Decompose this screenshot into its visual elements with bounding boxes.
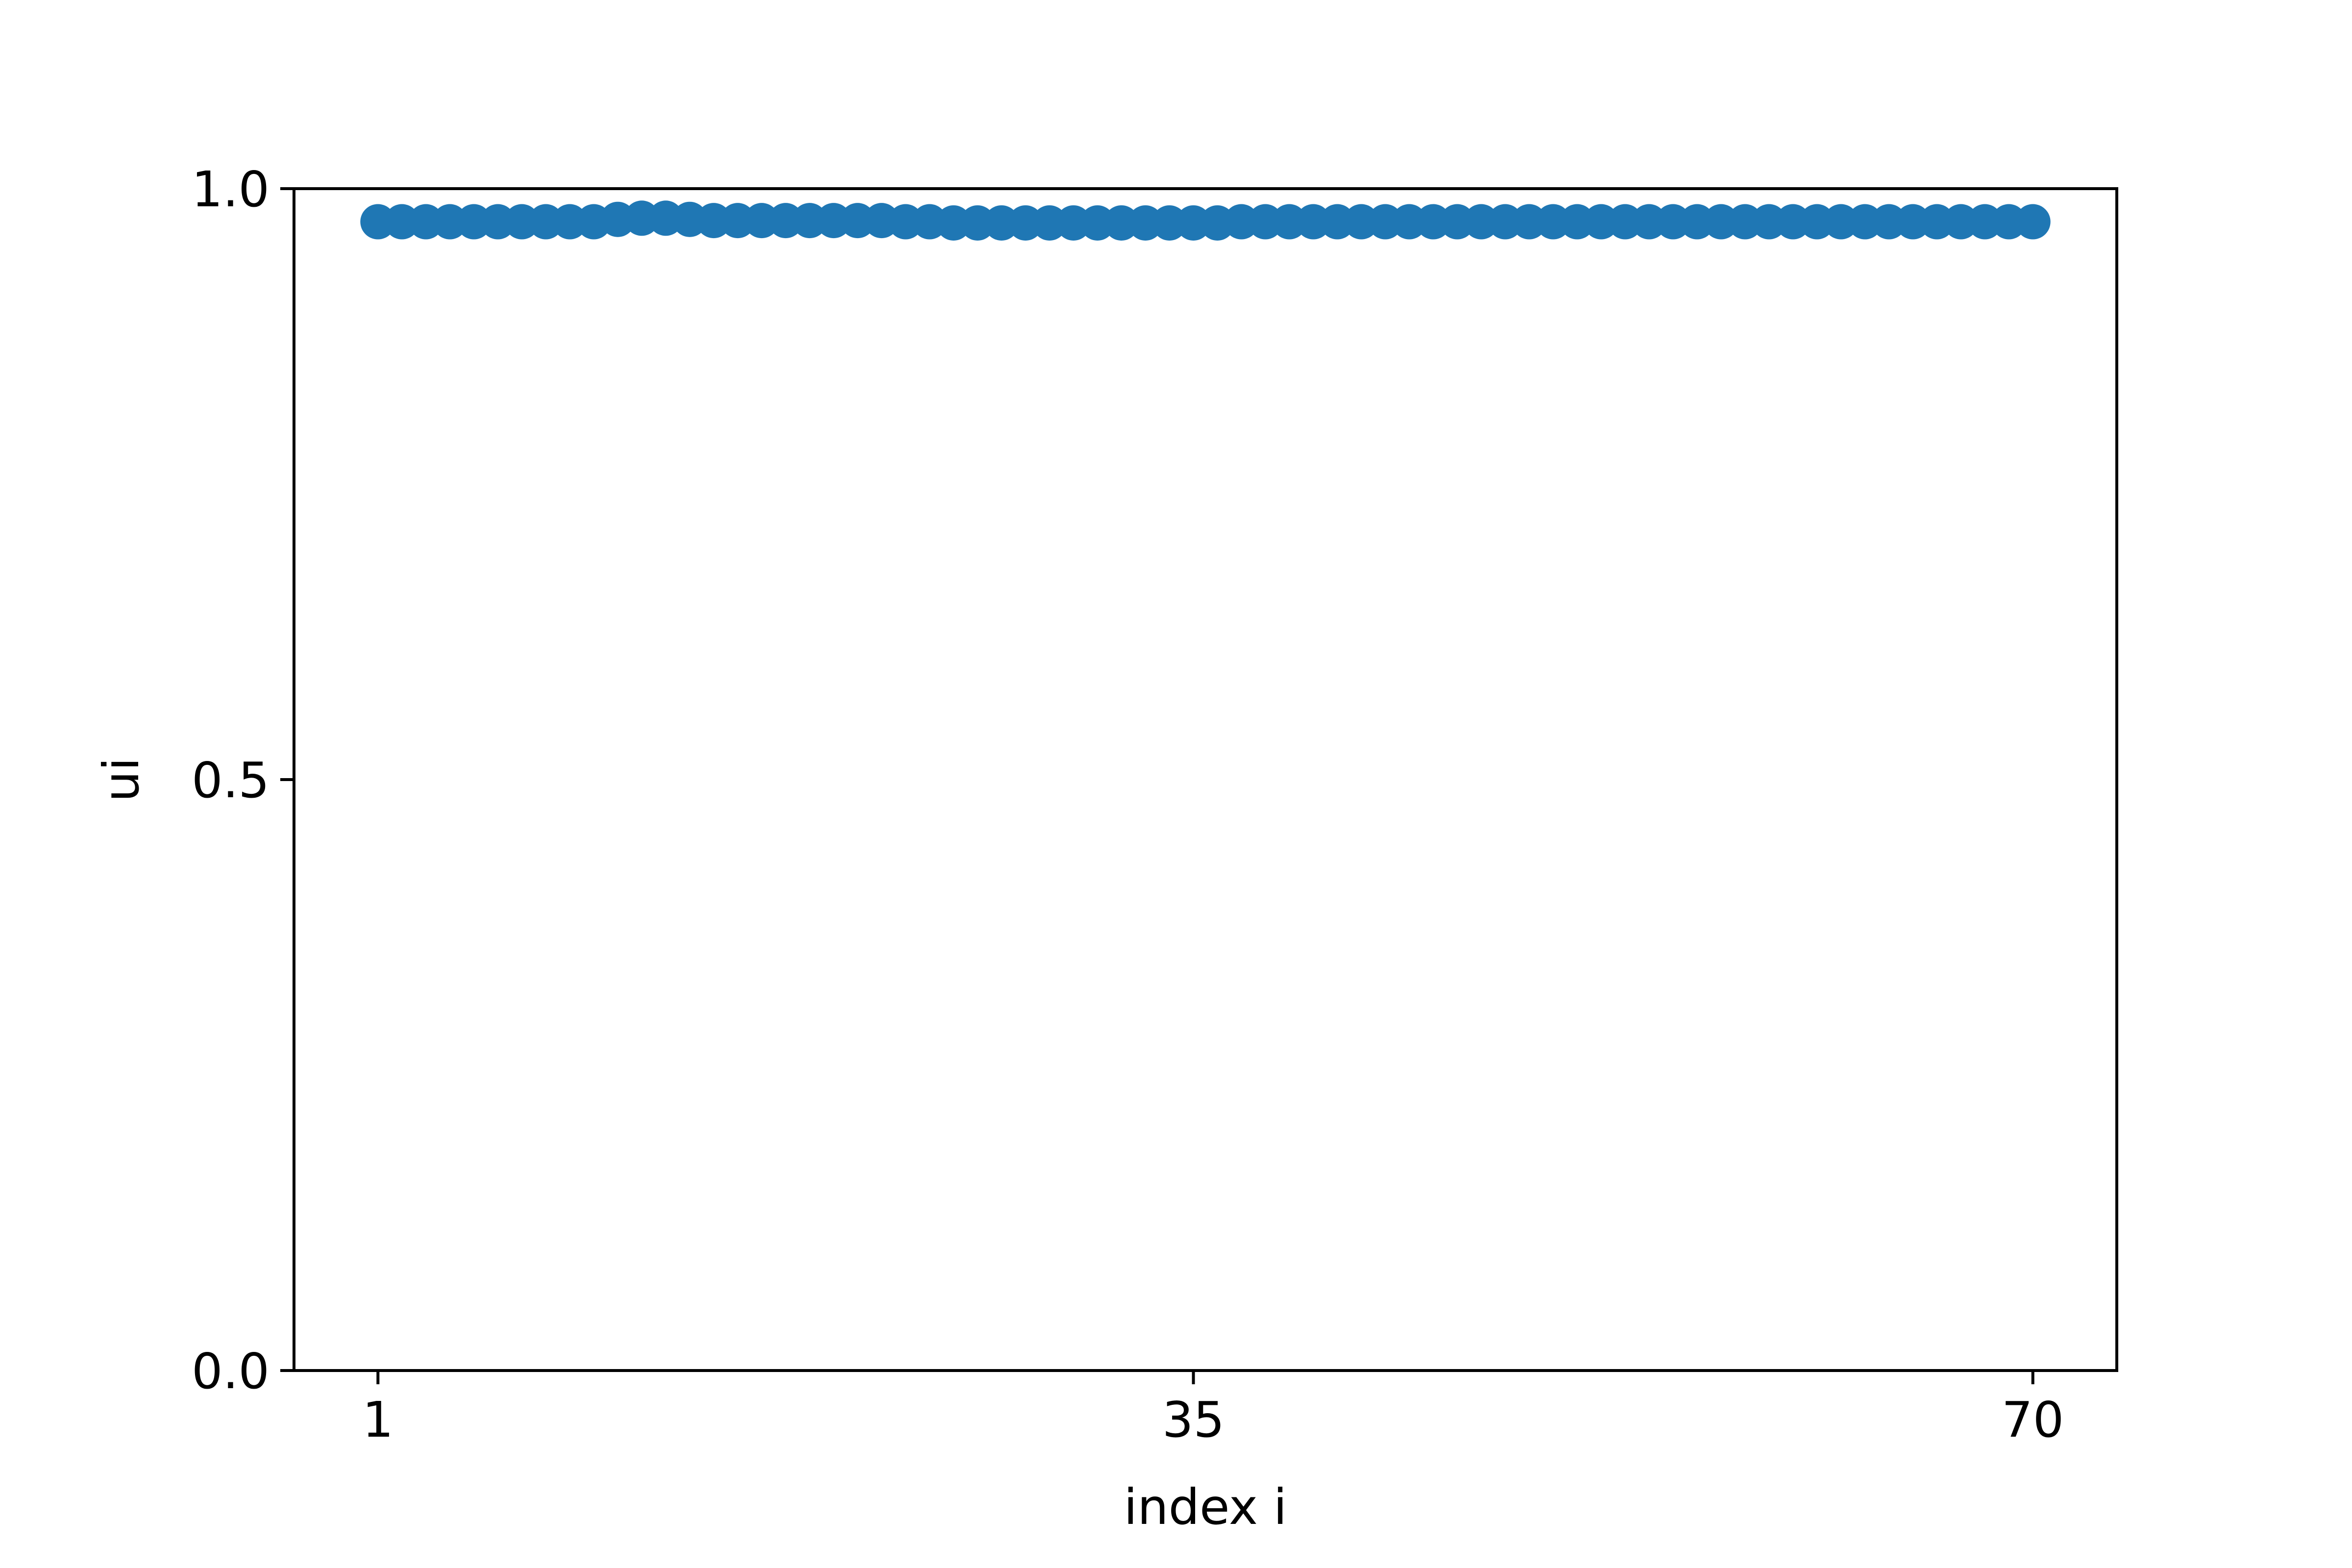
x-axis-label: index i [1124,1478,1287,1536]
x-tick-label: 70 [2002,1391,2064,1448]
x-tick-label: 35 [1162,1391,1225,1448]
y-axis-ticks: 0.0 0.5 1.0 [192,161,294,1400]
y-tick-label: 0.5 [192,752,270,809]
y-tick-label: 1.0 [192,161,270,218]
y-axis-label: ui [93,757,150,802]
y-tick-label: 0.0 [192,1343,270,1400]
x-axis-ticks: 1 35 70 [363,1371,2064,1448]
data-points [360,200,2051,241]
x-tick-label: 1 [363,1391,394,1448]
data-point [2015,204,2051,240]
